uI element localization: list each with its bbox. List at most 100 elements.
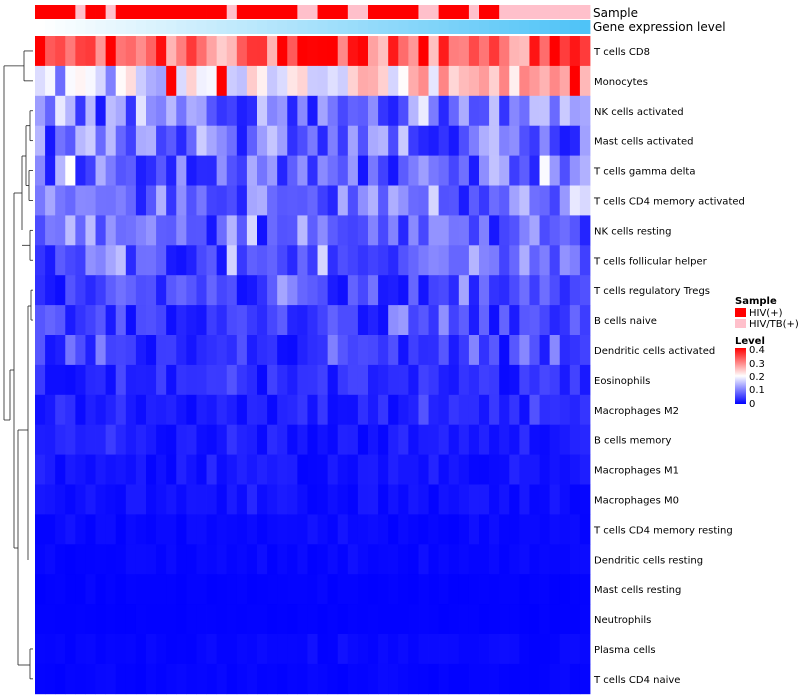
heatmap-cell	[509, 454, 520, 485]
heatmap-cell	[105, 454, 117, 485]
row-label: T cells CD4 naive	[593, 675, 680, 686]
heatmap-cell	[408, 215, 419, 246]
heatmap-cell	[357, 185, 369, 216]
heatmap-cell	[569, 215, 581, 246]
heatmap-cell	[327, 634, 339, 665]
heatmap-cell	[287, 36, 298, 67]
heatmap-cell	[246, 185, 258, 216]
heatmap-cell	[125, 95, 137, 127]
heatmap-cell	[357, 634, 369, 665]
heatmap-cell	[398, 245, 409, 276]
heatmap-cell	[267, 454, 278, 485]
heatmap-cell	[176, 305, 187, 336]
heatmap-cell	[479, 65, 490, 97]
heatmap-cell	[236, 544, 248, 575]
heatmap-cell	[549, 454, 561, 485]
heatmap-cell	[115, 65, 127, 97]
heatmap-cell	[35, 544, 46, 575]
heatmap-cell	[277, 544, 288, 575]
heatmap-cell	[388, 454, 399, 485]
heatmap-cell	[428, 454, 440, 485]
heatmap-cell	[378, 663, 389, 695]
heatmap-cell	[257, 95, 268, 127]
heatmap-cell	[579, 394, 591, 426]
heatmap-cell	[55, 514, 66, 545]
heatmap-cell	[146, 663, 157, 695]
heatmap-cell	[519, 65, 530, 97]
heatmap-cell	[579, 544, 591, 575]
heatmap-cell	[569, 454, 581, 485]
heatmap-cell	[176, 663, 187, 695]
heatmap-cell	[549, 394, 561, 426]
heatmap-cell	[206, 604, 218, 635]
heatmap-cell	[95, 634, 107, 665]
heatmap-cell	[468, 65, 480, 97]
heatmap-cell	[448, 574, 460, 605]
sample-annotation-cell	[246, 5, 258, 19]
heatmap-cell	[519, 275, 530, 306]
heatmap-cell	[246, 275, 258, 306]
heatmap-cell	[156, 394, 167, 426]
heatmap-cell	[529, 155, 540, 186]
heatmap-cell	[499, 245, 510, 276]
heatmap-cell	[468, 544, 480, 575]
heatmap-cell	[337, 454, 349, 485]
heatmap-cell	[559, 364, 571, 396]
heatmap-cell	[438, 574, 450, 605]
heatmap-cell	[206, 634, 218, 665]
heatmap-cell	[85, 544, 96, 575]
heatmap-cell	[519, 484, 530, 515]
sample-annotation-cell	[105, 5, 117, 19]
heatmap-cell	[287, 663, 298, 695]
heatmap-cell	[277, 36, 288, 67]
heatmap-cell	[35, 275, 46, 306]
heatmap-cell	[35, 185, 46, 216]
heatmap-cell	[226, 634, 238, 665]
row-label: T cells CD4 memory activated	[593, 196, 745, 207]
heatmap-cell	[539, 544, 551, 575]
heatmap-cell	[519, 215, 530, 246]
row-label: T cells follicular helper	[593, 256, 708, 267]
gene-expression-cell	[337, 20, 349, 34]
heatmap-cell	[45, 95, 56, 127]
gene-expression-cell	[549, 20, 561, 34]
heatmap-cell	[125, 65, 137, 97]
heatmap-cell	[287, 215, 298, 246]
heatmap-cell	[156, 424, 167, 455]
heatmap-cell	[569, 634, 581, 665]
gene-expression-cell	[125, 20, 137, 34]
heatmap-cell	[458, 245, 470, 276]
heatmap-cell	[579, 663, 591, 695]
sample-track-label: Sample	[593, 6, 638, 20]
heatmap-cell	[307, 125, 318, 156]
heatmap-cell	[115, 305, 127, 336]
legend-level-colorbar	[735, 348, 746, 404]
heatmap-cell	[479, 604, 490, 635]
heatmap-cell	[307, 275, 318, 306]
row-label: B cells memory	[594, 436, 671, 447]
heatmap-cell	[85, 663, 96, 695]
heatmap-cell	[408, 424, 419, 455]
heatmap-cell	[75, 335, 86, 366]
heatmap-cell	[418, 424, 429, 455]
heatmap-cell	[105, 604, 117, 635]
sample-annotation-cell	[327, 5, 339, 19]
heatmap-cell	[438, 663, 450, 695]
heatmap-cell	[448, 185, 460, 216]
heatmap-cell	[559, 305, 571, 336]
legend-level-title: Level	[735, 336, 765, 347]
heatmap-cell	[428, 305, 440, 336]
heatmap-cell	[398, 394, 409, 426]
heatmap-cell	[489, 275, 500, 306]
heatmap-cell	[499, 634, 510, 665]
sample-annotation-cell	[85, 5, 96, 19]
heatmap-cell	[458, 185, 470, 216]
heatmap-cell	[468, 125, 480, 156]
heatmap-cell	[297, 574, 308, 605]
heatmap-cell	[135, 663, 147, 695]
heatmap-cell	[35, 155, 46, 186]
heatmap-cell	[65, 215, 76, 246]
heatmap-cell	[257, 663, 268, 695]
heatmap-cell	[347, 424, 359, 455]
heatmap-cell	[55, 394, 66, 426]
